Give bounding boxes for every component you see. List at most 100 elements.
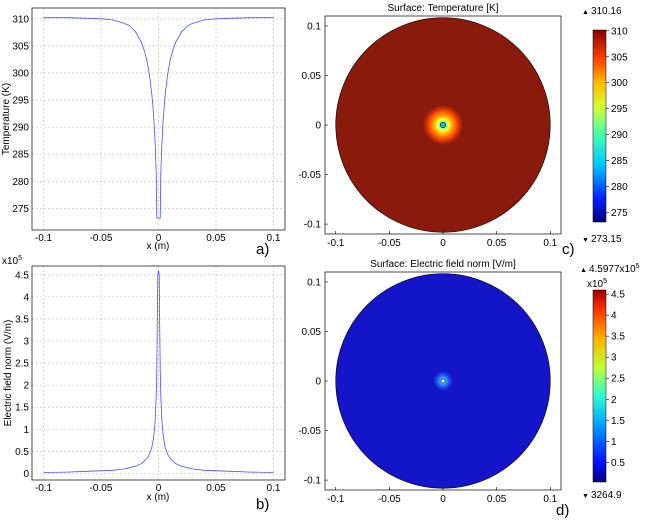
y-tick-label: 0.1 — [307, 21, 321, 32]
colorbar-tick-label: 1 — [611, 437, 617, 448]
colorbar-gradient — [592, 29, 607, 223]
panel-b: 0 0.5 1 1.5 2 2.5 3 3.5 4 4.5 -0.1 -0.05 0 0.05 0.1 x… — [2, 255, 286, 513]
x-tick-label: -0.1 — [35, 233, 53, 244]
y-tick-label: 3 — [23, 337, 29, 348]
plot-frame — [31, 265, 286, 481]
colorbar-tick-label: 3.5 — [611, 332, 625, 343]
y-tick-label: 0 — [315, 121, 321, 132]
y-tick-label: -0.05 — [298, 170, 321, 181]
y-tick-label: 1 — [23, 425, 29, 436]
colorbar-tick-label: 275 — [611, 208, 628, 219]
colorbar-tick-label: 280 — [611, 182, 628, 193]
colorbar-gradient — [592, 289, 607, 483]
plot-frame — [31, 7, 286, 231]
panel-label-b: b) — [256, 496, 269, 513]
y-tick-label: 4 — [23, 292, 29, 303]
colorbar-multiplier: x105 — [587, 278, 607, 290]
y-multiplier: x105 — [2, 255, 22, 267]
y-axis-label: Electric field norm (V/m) — [3, 320, 14, 427]
colorbar-electric-field: ▲ 4.5977x105 x105 0.5 1 1.5 2 2.5 3 3.5 4 4.5 ▼ 32… — [580, 263, 640, 501]
x-tick-label: 0.05 — [487, 238, 507, 249]
y-tick-label: 3.5 — [15, 314, 29, 325]
y-tick-label: 280 — [12, 177, 29, 188]
y-tick-label: 0.05 — [302, 327, 322, 338]
y-tick-label: 4.5 — [15, 270, 29, 281]
colorbar-ticks: 275 280 285 290 295 300 305 310 — [606, 26, 628, 219]
panel-a: 275 280 285 290 295 300 305 310 -0.1 -0.05 0 0.05 0… — [1, 7, 286, 258]
y-tick-label: -0.1 — [304, 476, 322, 487]
x-tick-labels: -0.1 -0.05 0 0.05 0.1 — [327, 487, 558, 505]
colorbar-tick-label: 290 — [611, 130, 628, 141]
x-tick-label: -0.05 — [90, 233, 113, 244]
y-tick-label: -0.1 — [304, 220, 322, 231]
colorbar-tick-label: 2.5 — [611, 374, 625, 385]
electric-field-line — [43, 270, 274, 473]
y-tick-label: 0.5 — [15, 447, 29, 458]
probe-center — [440, 378, 446, 384]
colorbar-tick-label: 295 — [611, 104, 628, 115]
temperature-line — [43, 17, 274, 219]
y-tick-label: 0.1 — [307, 277, 321, 288]
x-axis-label: x (m) — [147, 492, 170, 503]
colorbar-tick-label: 1.5 — [611, 416, 625, 427]
colorbar-min-label: ▼ 273.15 — [582, 234, 622, 245]
colorbar-multiplier-exponent: 5 — [603, 278, 607, 285]
panel-d: Surface: Electric field norm [V/m] -0.1-… — [298, 259, 639, 519]
y-tick-label: 305 — [12, 41, 29, 52]
colorbar-max-label: ▲ 4.5977x105 — [580, 263, 640, 275]
min-marker: ▼ — [582, 237, 589, 244]
colorbar-tick-label: 305 — [611, 52, 628, 63]
y-tick-label: 285 — [12, 150, 29, 161]
panel-label-a: a) — [256, 241, 269, 258]
y-tick-label: 2.5 — [15, 359, 29, 370]
x-tick-label: -0.1 — [35, 483, 53, 494]
y-tick-label: 1.5 — [15, 403, 29, 414]
x-tick-label: 0.05 — [206, 483, 226, 494]
colorbar-tick-label: 0.5 — [611, 458, 625, 469]
x-tick-label: 0.1 — [543, 238, 557, 249]
x-tick-label: 0 — [440, 494, 446, 505]
y-tick-label: 275 — [12, 204, 29, 215]
x-tick-label: -0.05 — [378, 238, 401, 249]
x-axis-label: x (m) — [147, 241, 170, 252]
x-tick-label: -0.05 — [378, 494, 401, 505]
colorbar-ticks: 0.5 1 1.5 2 2.5 3 3.5 4 4.5 — [606, 290, 625, 469]
x-tick-label: 0.1 — [543, 494, 557, 505]
colorbar-temperature: ▲ 310.16 275 280 285 290 295 300 305 310 ▼ 273.15 — [582, 6, 628, 245]
panel-title: Surface: Temperature [K] — [388, 3, 499, 14]
temperature-hotspot — [423, 105, 463, 145]
grid — [32, 8, 285, 230]
y-tick-labels: 0 0.5 1 1.5 2 2.5 3 3.5 4 4.5 — [15, 270, 29, 480]
x-tick-labels: -0.1 -0.05 0 0.05 0.1 — [35, 483, 281, 494]
colorbar-tick-label: 310 — [611, 26, 628, 37]
y-multiplier-exponent: 5 — [18, 255, 22, 262]
max-label-exponent: 5 — [636, 263, 640, 270]
x-tick-label: 0 — [156, 483, 162, 494]
panel-title: Surface: Electric field norm [V/m] — [370, 259, 516, 270]
y-tick-label: 300 — [12, 68, 29, 79]
x-tick-label: -0.1 — [327, 494, 345, 505]
y-tick-label: 310 — [12, 14, 29, 25]
colorbar-tick-label: 285 — [611, 156, 628, 167]
probe-center — [440, 122, 446, 128]
colorbar-max-label: ▲ 310.16 — [582, 6, 622, 17]
panel-label-c: c) — [562, 241, 575, 258]
colorbar-tick-label: 3 — [611, 353, 617, 364]
colorbar-tick-label: 4.5 — [611, 290, 625, 301]
y-tick-label: 290 — [12, 123, 29, 134]
y-tick-labels: -0.1 -0.05 0 0.05 0.1 — [298, 21, 328, 231]
panel-label-d: d) — [556, 502, 569, 519]
max-marker: ▲ — [582, 9, 589, 16]
y-tick-label: 0 — [23, 469, 29, 480]
x-tick-label: 0 — [156, 233, 162, 244]
x-tick-label: 0 — [440, 238, 446, 249]
y-tick-label: -0.05 — [298, 426, 321, 437]
y-tick-labels: -0.1 -0.05 0 0.05 0.1 — [298, 277, 328, 487]
x-tick-labels: -0.1 -0.05 0 0.05 0.1 — [35, 233, 281, 244]
min-marker: ▼ — [582, 493, 589, 500]
x-tick-label: 0.05 — [206, 233, 226, 244]
x-tick-labels: -0.1 -0.05 0 0.05 0.1 — [327, 231, 558, 249]
colorbar-tick-label: 300 — [611, 78, 628, 89]
colorbar-tick-label: 4 — [611, 311, 617, 322]
